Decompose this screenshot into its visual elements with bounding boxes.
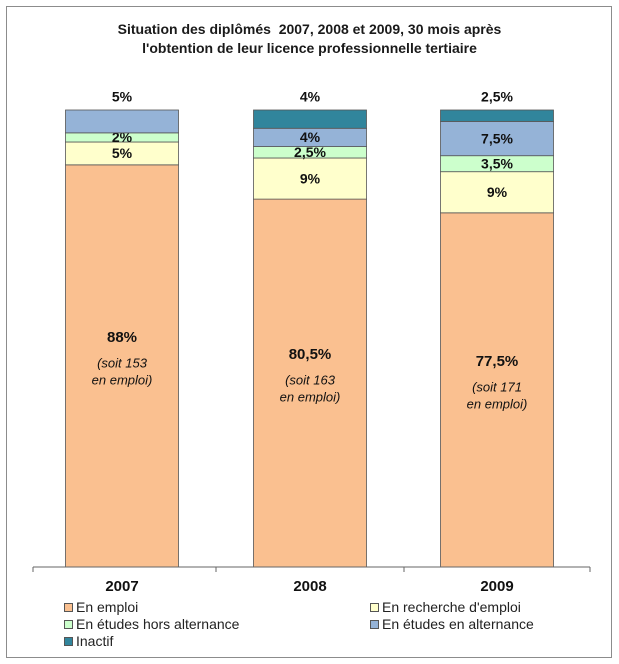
chart-title-line-1: Situation des diplômés 2007, 2008 et 200…: [117, 21, 502, 37]
bar-2008-series-0: [253, 198, 367, 568]
data-label-2008-series-3: 4%: [300, 129, 321, 145]
legend-item-etudes-hors-alternance: En études hors alternance: [64, 616, 239, 632]
bar-2008-series-1: [253, 157, 367, 200]
legend-item-en-recherche: En recherche d'emploi: [370, 599, 521, 615]
chart-title: Situation des diplômés 2007, 2008 et 200…: [0, 20, 619, 58]
x-tick-label-2008: 2008: [293, 578, 326, 595]
legend-label-en-recherche: En recherche d'emploi: [382, 599, 521, 615]
legend-swatch-inactif: [64, 636, 73, 646]
bar-2009-series-4: [440, 109, 554, 122]
bar-2007-series-3: [65, 109, 179, 134]
data-sublabel-2008-line1: (soit 163: [285, 372, 336, 387]
data-sublabel-2008-line2: en emploi): [280, 389, 341, 404]
data-label-2009-series-0: 77,5%: [476, 353, 519, 370]
data-sublabel-2009-line2: en emploi): [467, 396, 528, 411]
top-label-2008: 4%: [300, 89, 321, 105]
data-sublabel-2007-line1: (soit 153: [97, 355, 148, 370]
data-label-2007-series-1: 5%: [112, 145, 133, 161]
legend-item-en-emploi: En emploi: [64, 599, 138, 615]
data-label-2008-series-2: 2,5%: [294, 144, 326, 160]
top-label-2009: 2,5%: [481, 89, 513, 105]
legend-label-inactif: Inactif: [76, 633, 114, 649]
legend-label-etudes-en-alternance: En études en alternance: [382, 616, 534, 632]
chart-title-line-2: l'obtention de leur licence professionne…: [142, 40, 477, 56]
data-label-2009-series-1: 9%: [487, 184, 508, 200]
bar-2008-series-4: [253, 109, 367, 129]
legend-swatch-en-emploi: [64, 602, 73, 612]
data-label-2008-series-1: 9%: [300, 170, 321, 186]
top-label-2007: 5%: [112, 89, 133, 105]
bar-2009-series-3: [440, 121, 554, 157]
data-label-2009-series-3: 7,5%: [481, 130, 513, 146]
legend-label-en-emploi: En emploi: [76, 599, 139, 615]
legend-label-etudes-hors-alternance: En études hors alternance: [76, 616, 240, 632]
x-tick-label-2007: 2007: [105, 578, 138, 595]
data-sublabel-2009-line1: (soit 171: [472, 379, 522, 394]
bar-2007-series-0: [65, 164, 179, 568]
legend-swatch-en-recherche: [370, 602, 379, 612]
bar-2009-series-0: [440, 212, 554, 568]
x-tick-label-2009: 2009: [480, 578, 513, 595]
bar-2009-series-1: [440, 171, 554, 214]
data-label-2007-series-0: 88%: [107, 329, 137, 346]
data-label-2008-series-0: 80,5%: [289, 346, 332, 363]
data-label-2009-series-2: 3,5%: [481, 155, 513, 171]
legend-item-etudes-en-alternance: En études en alternance: [370, 616, 534, 632]
legend-item-inactif: Inactif: [64, 633, 113, 649]
legend-swatch-etudes-en-alternance: [370, 619, 379, 629]
data-sublabel-2007-line2: en emploi): [92, 372, 153, 387]
legend-swatch-etudes-hors-alternance: [64, 619, 73, 629]
